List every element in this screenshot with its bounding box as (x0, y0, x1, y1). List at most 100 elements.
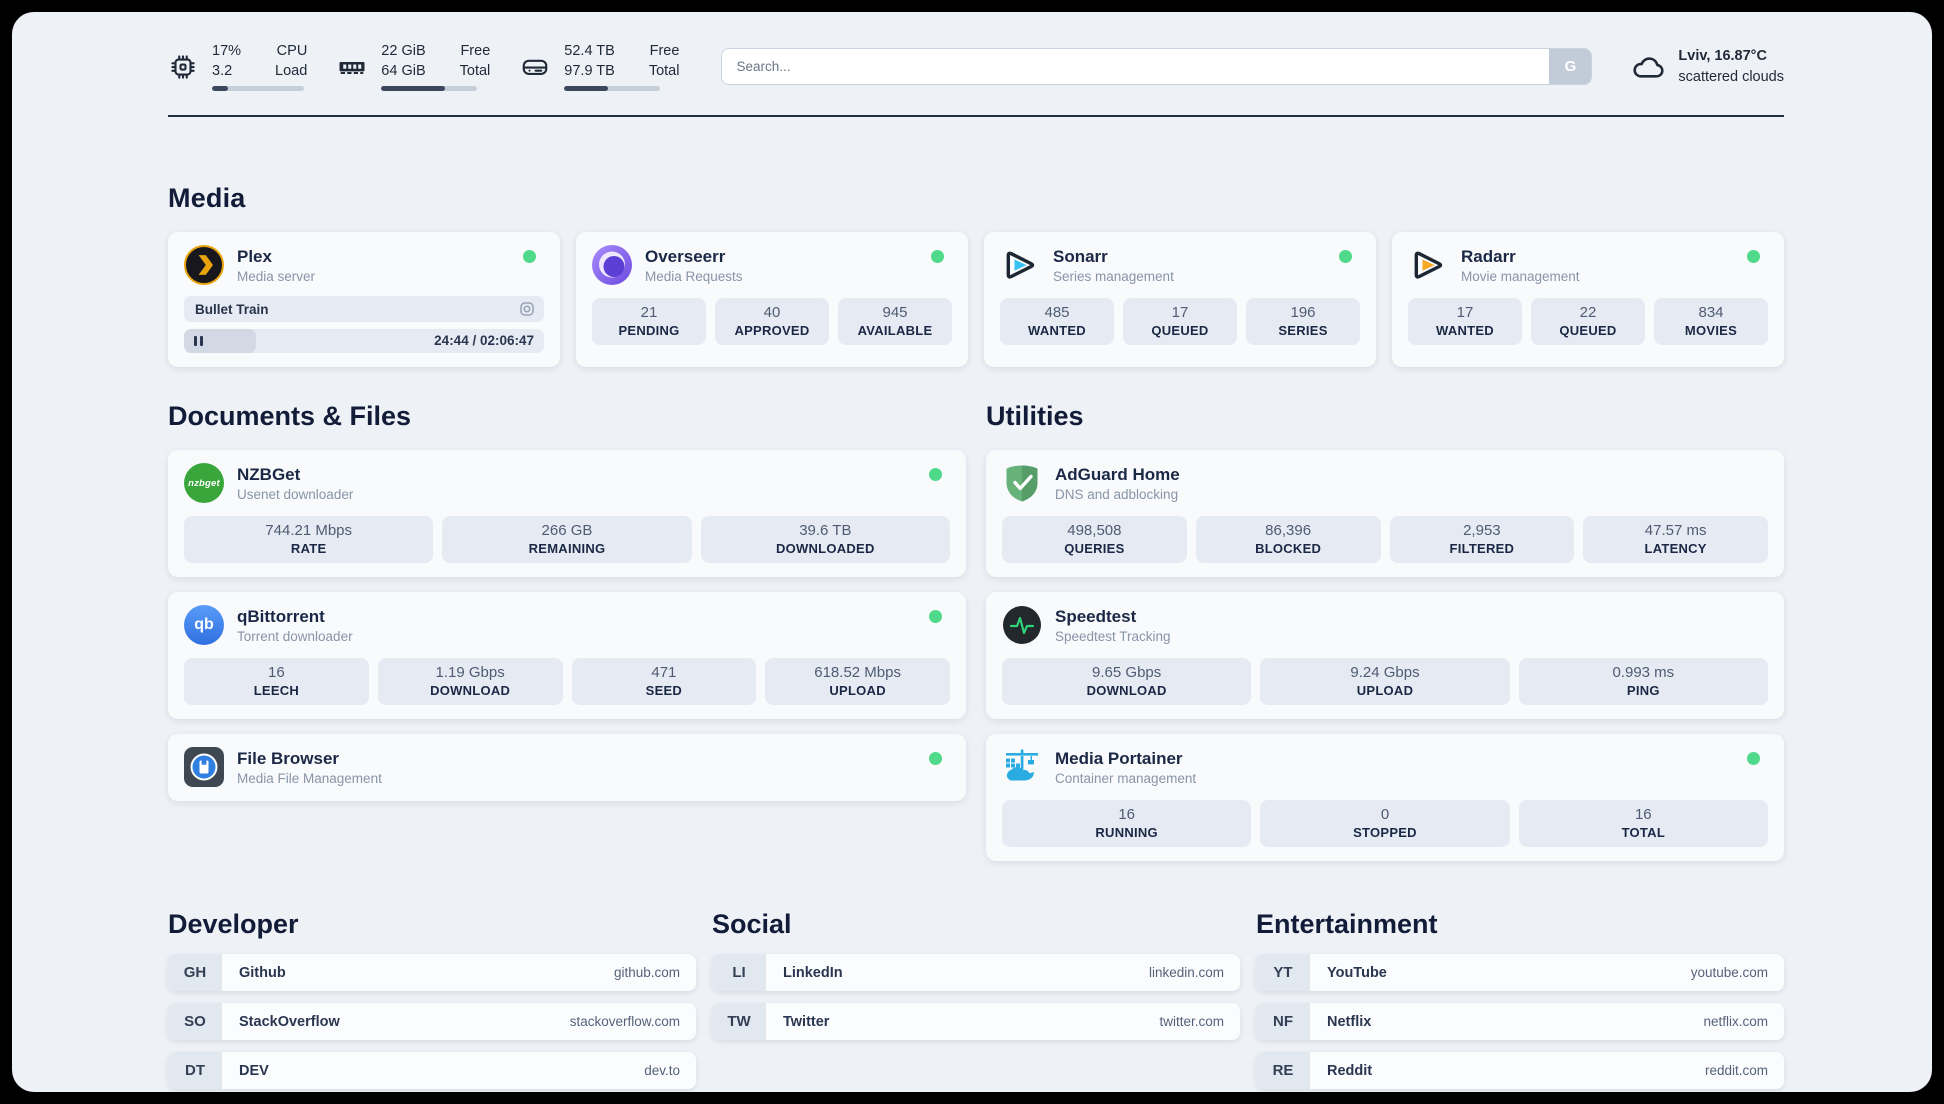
app-name: Radarr (1461, 246, 1516, 266)
bookmark-youtube[interactable]: YT YouTube youtube.com (1256, 954, 1784, 992)
bookmark-abbr: DT (168, 1052, 222, 1090)
section-title-documents: Documents & Files (168, 401, 412, 432)
app-card-portainer[interactable]: Media Portainer Container management 16 … (986, 734, 1784, 862)
app-card-radarr[interactable]: Radarr Movie management 17 WANTED 22 QUE… (1392, 232, 1784, 368)
portainer-icon (1002, 747, 1042, 787)
qbittorrent-icon: qb (184, 605, 224, 646)
bookmark-url: stackoverflow.com (569, 1014, 680, 1030)
bookmark-abbr: RE (1256, 1052, 1310, 1090)
search-bar: G (721, 48, 1593, 86)
cpu-load-value: 3.2 (212, 62, 233, 79)
search-engine-button[interactable]: G (1549, 49, 1592, 85)
bookmark-group-social: Social LI LinkedIn linkedin.com TW Twitt… (712, 909, 1240, 1089)
app-card-plex[interactable]: Plex Media server Bullet Train 24:44 / 0… (168, 232, 560, 368)
app-name: Plex (237, 246, 272, 266)
cpu-label: CPU (276, 43, 308, 59)
memory-free-label: Free (460, 43, 491, 59)
filebrowser-icon (184, 747, 224, 788)
app-name: Sonarr (1053, 246, 1108, 266)
stat-wanted: 17 WANTED (1408, 298, 1522, 346)
memory-total-value: 64 GiB (381, 62, 426, 79)
stat-movies: 834 MOVIES (1654, 298, 1768, 346)
bookmark-linkedin[interactable]: LI LinkedIn linkedin.com (712, 954, 1240, 992)
nzbget-icon: nzbget (184, 463, 224, 504)
cpu-chip-icon (171, 54, 195, 79)
bookmark-name: Github (239, 964, 286, 981)
storage-free-value: 52.4 TB (564, 43, 615, 59)
app-card-sonarr[interactable]: Sonarr Series management 485 WANTED 17 Q… (984, 232, 1376, 368)
weather-location-temp: Lviv, 16.87°C (1678, 48, 1767, 65)
app-name: Speedtest (1055, 606, 1137, 626)
status-online-dot (1747, 752, 1760, 766)
stat-wanted: 485 WANTED (1000, 298, 1114, 346)
app-description: Movie management (1461, 268, 1580, 284)
bookmark-group-entertainment: Entertainment YT YouTube youtube.com NF … (1256, 909, 1784, 1090)
bookmark-stackoverflow[interactable]: SO StackOverflow stackoverflow.com (168, 1003, 696, 1041)
stat-ping: 0.993 ms PING (1518, 658, 1768, 706)
hard-drive-icon (522, 59, 548, 75)
app-card-adguard[interactable]: AdGuard Home DNS and adblocking 498,508 … (986, 450, 1784, 578)
cpu-widget: 17% 3.2 CPU Load (168, 42, 308, 92)
app-name: qBittorrent (237, 606, 325, 626)
stat-downloaded: 39.6 TB DOWNLOADED (700, 516, 950, 564)
storage-progress-bar (564, 86, 661, 92)
bookmark-abbr: LI (712, 954, 766, 992)
stat-upload: 9.24 Gbps UPLOAD (1260, 658, 1510, 706)
app-description: Series management (1053, 268, 1174, 284)
stat-stopped: 0 STOPPED (1260, 800, 1510, 848)
memory-progress-bar (381, 86, 478, 92)
weather-condition: scattered clouds (1678, 68, 1784, 85)
bookmark-abbr: NF (1256, 1003, 1310, 1041)
app-description: Usenet downloader (237, 486, 354, 502)
player-settings-button[interactable] (518, 300, 536, 318)
cpu-progress-fill (212, 86, 228, 92)
cpu-usage-value: 17% (212, 43, 242, 59)
bookmark-url: linkedin.com (1148, 965, 1224, 981)
stat-rate: 744.21 Mbps RATE (184, 516, 434, 564)
bookmark-abbr: TW (712, 1003, 766, 1041)
bookmark-github[interactable]: GH Github github.com (168, 954, 696, 992)
bookmark-reddit[interactable]: RE Reddit reddit.com (1256, 1052, 1784, 1090)
header-divider (168, 115, 1784, 118)
status-online-dot (1747, 250, 1760, 264)
adguard-icon (1002, 463, 1042, 503)
header: 17% 3.2 CPU Load (168, 42, 1784, 92)
dashboard-panel: 17% 3.2 CPU Load (12, 12, 1932, 1092)
app-card-qbittorrent[interactable]: qb qBittorrent Torrent downloader 16 LEE… (168, 592, 966, 720)
bookmark-netflix[interactable]: NF Netflix netflix.com (1256, 1003, 1784, 1041)
app-description: Speedtest Tracking (1055, 628, 1171, 644)
playback-progress-bar[interactable]: 24:44 / 02:06:47 (184, 329, 544, 354)
app-card-nzbget[interactable]: nzbget NZBGet Usenet downloader 744.21 M… (168, 450, 966, 578)
app-description: Media server (237, 268, 316, 284)
memory-total-label: Total (459, 62, 491, 79)
memory-progress-fill (381, 86, 445, 92)
stat-total: 16 TOTAL (1518, 800, 1768, 848)
stat-queued: 17 QUEUED (1123, 298, 1237, 346)
app-name: Media Portainer (1055, 748, 1183, 768)
stat-queued: 22 QUEUED (1531, 298, 1645, 346)
stat-series: 196 SERIES (1246, 298, 1360, 346)
stat-queries: 498,508 QUERIES (1002, 516, 1187, 564)
app-card-filebrowser[interactable]: File Browser Media File Management (168, 734, 966, 802)
section-title-social: Social (712, 909, 792, 940)
bookmark-dev[interactable]: DT DEV dev.to (168, 1052, 696, 1090)
search-input[interactable] (721, 48, 1593, 86)
app-card-overseerr[interactable]: Overseerr Media Requests 21 PENDING 40 A… (576, 232, 968, 368)
storage-total-value: 97.9 TB (564, 62, 615, 79)
bookmark-abbr: SO (168, 1003, 222, 1041)
cloud-icon (1633, 56, 1664, 78)
cpu-load-label: Load (275, 62, 308, 79)
bookmark-name: Netflix (1327, 1013, 1372, 1030)
bookmark-name: DEV (239, 1062, 269, 1079)
stat-latency: 47.57 ms LATENCY (1583, 516, 1768, 564)
pause-icon (194, 336, 203, 347)
section-title-utilities: Utilities (986, 401, 1084, 432)
status-online-dot (929, 610, 942, 624)
bookmark-twitter[interactable]: TW Twitter twitter.com (712, 1003, 1240, 1041)
bookmark-url: github.com (613, 965, 680, 981)
bookmark-url: netflix.com (1703, 1014, 1768, 1030)
radarr-icon (1408, 245, 1448, 285)
status-online-dot (929, 752, 942, 766)
bookmark-url: reddit.com (1704, 1063, 1768, 1079)
app-card-speedtest[interactable]: Speedtest Speedtest Tracking 9.65 Gbps D… (986, 592, 1784, 720)
